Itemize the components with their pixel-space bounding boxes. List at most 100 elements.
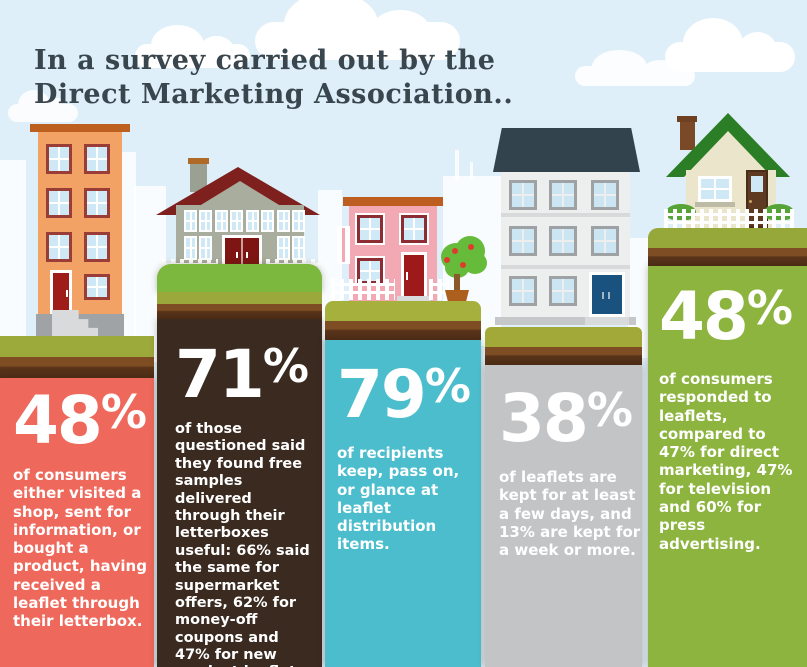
skyline-antenna xyxy=(470,162,473,180)
picket-fence xyxy=(331,279,395,300)
window xyxy=(399,213,429,245)
apple xyxy=(452,248,458,254)
cloud-icon xyxy=(8,89,78,122)
stat-description: of those questioned said they found free… xyxy=(175,421,310,667)
window xyxy=(277,210,290,232)
window xyxy=(549,226,577,256)
grass-mound xyxy=(157,264,322,292)
window xyxy=(277,236,290,260)
stat-panel xyxy=(485,365,642,667)
window xyxy=(246,210,259,232)
window xyxy=(184,236,197,260)
window xyxy=(549,276,577,306)
stat-number: 48 xyxy=(659,278,749,355)
window xyxy=(84,232,110,262)
door-handle xyxy=(406,272,408,280)
door-window xyxy=(751,176,763,192)
picket-fence xyxy=(664,209,794,228)
window xyxy=(591,180,619,210)
picket-fence xyxy=(429,279,449,300)
page-title: In a survey carried out by the Direct Ma… xyxy=(34,44,513,112)
stat-panel xyxy=(648,266,807,667)
percent-sign: % xyxy=(746,281,793,335)
window xyxy=(261,210,274,232)
stat-description: of consumers either visited a shop, sent… xyxy=(13,466,147,631)
stat-panel xyxy=(325,340,481,667)
floor-band xyxy=(501,265,630,269)
percent-sign: % xyxy=(424,359,471,413)
window xyxy=(46,232,72,262)
soil xyxy=(157,304,322,319)
stat-value: 79% xyxy=(337,359,471,428)
window xyxy=(509,226,537,256)
window xyxy=(84,188,110,218)
roof-cornice xyxy=(343,197,443,206)
stat-description: of recipients keep, pass on, or glance a… xyxy=(337,444,460,554)
window xyxy=(46,144,72,174)
apple xyxy=(460,262,466,268)
stat-number: 71 xyxy=(175,336,265,413)
door-step xyxy=(397,296,431,302)
grass xyxy=(157,292,322,304)
title-line-1: In a survey carried out by the xyxy=(34,45,496,76)
soil xyxy=(485,347,642,365)
apple xyxy=(444,257,450,263)
floor-band xyxy=(501,213,630,217)
window xyxy=(509,180,537,210)
door-handle xyxy=(236,252,238,258)
window xyxy=(46,188,72,218)
stat-panel xyxy=(0,378,154,667)
door-handle xyxy=(749,200,752,203)
stat-value: 48% xyxy=(659,281,793,350)
window xyxy=(199,210,212,232)
window xyxy=(292,210,305,232)
window xyxy=(509,276,537,306)
tree-foliage xyxy=(463,252,487,274)
window xyxy=(355,213,385,245)
door xyxy=(589,272,625,317)
building-base xyxy=(495,317,636,325)
percent-sign: % xyxy=(262,339,309,393)
grass xyxy=(648,228,807,248)
stat-description: of consumers responded to leaflets, comp… xyxy=(659,370,793,553)
door-handle xyxy=(608,292,610,299)
cloud-icon xyxy=(575,50,695,86)
stat-number: 38 xyxy=(499,380,589,457)
cloud-icon xyxy=(255,0,460,60)
stat-value: 48% xyxy=(13,385,147,454)
door-step xyxy=(585,317,629,325)
apple xyxy=(468,244,474,250)
gable xyxy=(684,128,772,177)
door-divider xyxy=(241,238,243,270)
percent-sign: % xyxy=(586,383,633,437)
stat-number: 48 xyxy=(13,382,103,459)
window xyxy=(549,180,577,210)
stat-description: of leaflets are kept for at least a few … xyxy=(499,468,641,560)
window xyxy=(591,226,619,256)
window xyxy=(215,210,228,232)
grass xyxy=(485,327,642,347)
percent-sign: % xyxy=(100,385,147,439)
soil xyxy=(0,357,154,378)
door-handle xyxy=(602,292,604,299)
tree-trunk xyxy=(454,274,460,292)
window xyxy=(84,274,110,300)
window xyxy=(184,210,197,232)
balcony xyxy=(337,226,350,264)
chimney-cap xyxy=(188,158,209,164)
door-handle xyxy=(246,252,248,258)
roof-cornice xyxy=(30,124,130,132)
window xyxy=(698,176,732,202)
skyline-building xyxy=(0,160,26,370)
grass xyxy=(325,301,481,321)
window-sill xyxy=(695,202,735,207)
stat-number: 79 xyxy=(337,356,427,433)
skyline-antenna xyxy=(455,150,459,180)
window xyxy=(230,210,243,232)
